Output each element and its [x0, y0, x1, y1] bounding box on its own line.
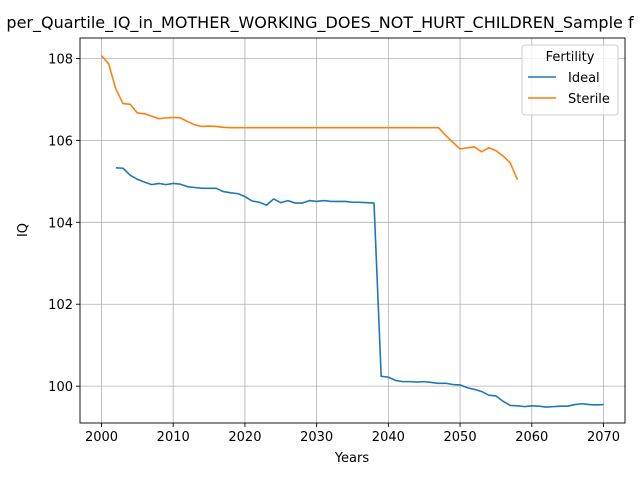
x-tick-label: 2070 — [587, 430, 620, 445]
x-tick-label: 2050 — [444, 430, 477, 445]
plot-frame — [79, 37, 626, 424]
x-tick-label: 2040 — [372, 430, 405, 445]
x-axis-label: Years — [334, 451, 370, 466]
x-tick-label: 2030 — [300, 430, 333, 445]
series-line-ideal — [115, 167, 604, 408]
x-tick-label: 2020 — [228, 430, 261, 445]
legend-label-sterile: Sterile — [568, 92, 610, 107]
y-tick-label: 100 — [48, 380, 73, 395]
y-tick-label: 106 — [48, 134, 73, 149]
legend: Fertility Ideal Sterile — [521, 44, 619, 116]
y-tick-label: 102 — [48, 298, 73, 313]
legend-label-ideal: Ideal — [568, 71, 600, 86]
series-line-sterile — [100, 55, 519, 181]
y-tick-label: 108 — [48, 52, 73, 67]
x-tick-label: 2060 — [515, 430, 548, 445]
y-tick-label: 104 — [48, 216, 73, 231]
series-lines — [100, 55, 604, 408]
x-axis-ticks: 2000 2010 2020 2030 2040 2050 2060 2070 — [85, 423, 620, 445]
x-tick-label: 2000 — [85, 430, 118, 445]
y-axis-ticks: 100 102 104 106 108 — [48, 52, 80, 395]
legend-title: Fertility — [546, 50, 595, 65]
chart-title: per_Quartile_IQ_in_MOTHER_WORKING_DOES_N… — [6, 13, 634, 33]
x-tick-label: 2010 — [157, 430, 190, 445]
y-axis-label: IQ — [16, 223, 31, 237]
